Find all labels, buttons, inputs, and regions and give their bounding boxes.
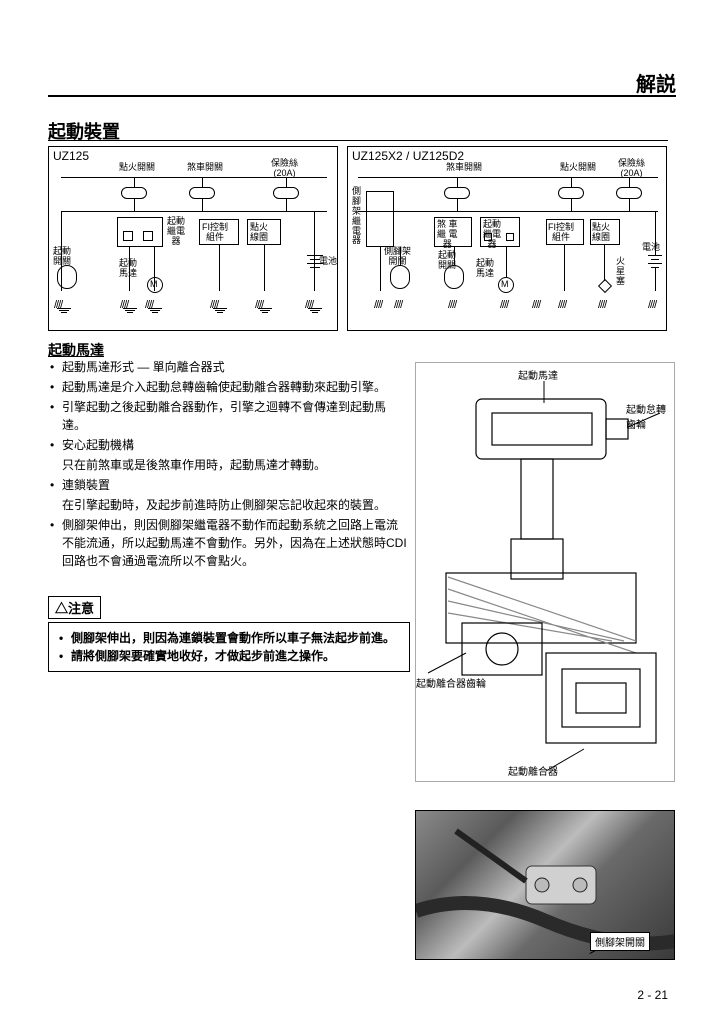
caution-label: △注意	[48, 596, 101, 619]
label-sidestand-switch: 側腳架 開關	[384, 247, 411, 267]
xs-label-clutch-gear: 起動離合器齒輪	[416, 675, 486, 690]
label-starter-motor: 起動 馬達	[119, 259, 137, 279]
page-category: 解説	[636, 68, 676, 97]
label-ignition-coil: 點火 線圈	[250, 223, 268, 243]
subsection-title: 起動馬達	[48, 340, 104, 360]
label-fi-control: FI控制 組件	[202, 223, 228, 243]
label-battery-r: 電池	[642, 243, 660, 253]
label-starter-relay: 起動 繼電 器	[167, 217, 185, 247]
bullet-list: 起動馬達形式 — 單向離合器式 起動馬達是介入起動怠轉齒輪使起動離合器轉動來起動…	[48, 358, 408, 572]
label-starter-motor-r: 起動 馬達	[476, 259, 494, 279]
label-brake-relay: 煞 車 繼 電 器	[437, 220, 458, 250]
section-rule	[48, 140, 668, 141]
cross-section-figure: 起動馬達 起動怠轉 齒輪 起動離合器齒輪 起動離合器	[415, 362, 675, 782]
bullet-sub: 在引擎起動時，及起步前進時防止側腳架忘記收起來的裝置。	[48, 496, 408, 514]
label-brake-switch: 煞車開關	[187, 163, 223, 173]
label-ignition-coil-r: 點火 線圈	[592, 223, 610, 243]
xs-label-clutch: 起動離合器	[508, 763, 558, 778]
xs-label-idle-gear: 起動怠轉 齒輪	[626, 401, 666, 431]
label-fuse: 保險絲 (20A)	[271, 159, 298, 179]
caution-body: 側腳架伸出，則因為連鎖裝置會動作所以車子無法起步前進。 請將側腳架要確實地收好，…	[48, 622, 410, 672]
label-ignition-switch-r: 點火開關	[560, 163, 596, 173]
label-brake-switch-r: 煞車開關	[446, 163, 482, 173]
header-rule	[48, 95, 676, 97]
caution-item: 側腳架伸出，則因為連鎖裝置會動作所以車子無法起步前進。	[57, 629, 401, 647]
caution-item: 請將側腳架要確實地收好，才做起步前進之操作。	[57, 647, 401, 665]
label-fuse-r: 保險絲 (20A)	[618, 159, 645, 179]
label-ignition-switch: 點火開關	[119, 163, 155, 173]
model-label-right: UZ125X2 / UZ125D2	[352, 149, 464, 163]
label-starter-switch: 起動 開關	[53, 247, 71, 267]
model-label-left: UZ125	[53, 149, 89, 163]
label-spark-plug: 火 星 塞	[616, 257, 625, 287]
page-number: 2 - 21	[637, 988, 668, 1002]
label-battery: 電池	[319, 257, 337, 267]
bullet-item: 安心起動機構	[48, 436, 408, 454]
label-fi-control-r: FI控制 組件	[548, 223, 574, 243]
xs-label-motor: 起動馬達	[518, 367, 558, 382]
bullet-item: 起動馬達形式 — 單向離合器式	[48, 358, 408, 376]
bullet-item: 側腳架伸出，則因側腳架繼電器不動作而起動系統之回路上電流不能流通，所以起動馬達不…	[48, 516, 408, 570]
bullet-item: 起動馬達是介入起動怠轉齒輪使起動離合器轉動來起動引擎。	[48, 378, 408, 396]
circuit-diagram-right: UZ125X2 / UZ125D2 煞車開關 點火開關 保險絲 (20A) 側 …	[347, 146, 667, 331]
sidestand-switch-photo: 側腳架開關	[415, 810, 675, 960]
circuit-diagram-left: UZ125 點火開關 煞車開關 保險絲 (20A) 起動 繼電 器 FI控制 組…	[48, 146, 338, 331]
bullet-item: 連鎖裝置	[48, 476, 408, 494]
label-sidestand-relay: 側 腳 架 繼 電 器	[352, 187, 361, 246]
bullet-sub: 只在前煞車或是後煞車作用時，起動馬達才轉動。	[48, 456, 408, 474]
photo-label: 側腳架開關	[590, 932, 650, 951]
bullet-item: 引擎起動之後起動離合器動作，引擎之迴轉不會傳達到起動馬達。	[48, 398, 408, 434]
